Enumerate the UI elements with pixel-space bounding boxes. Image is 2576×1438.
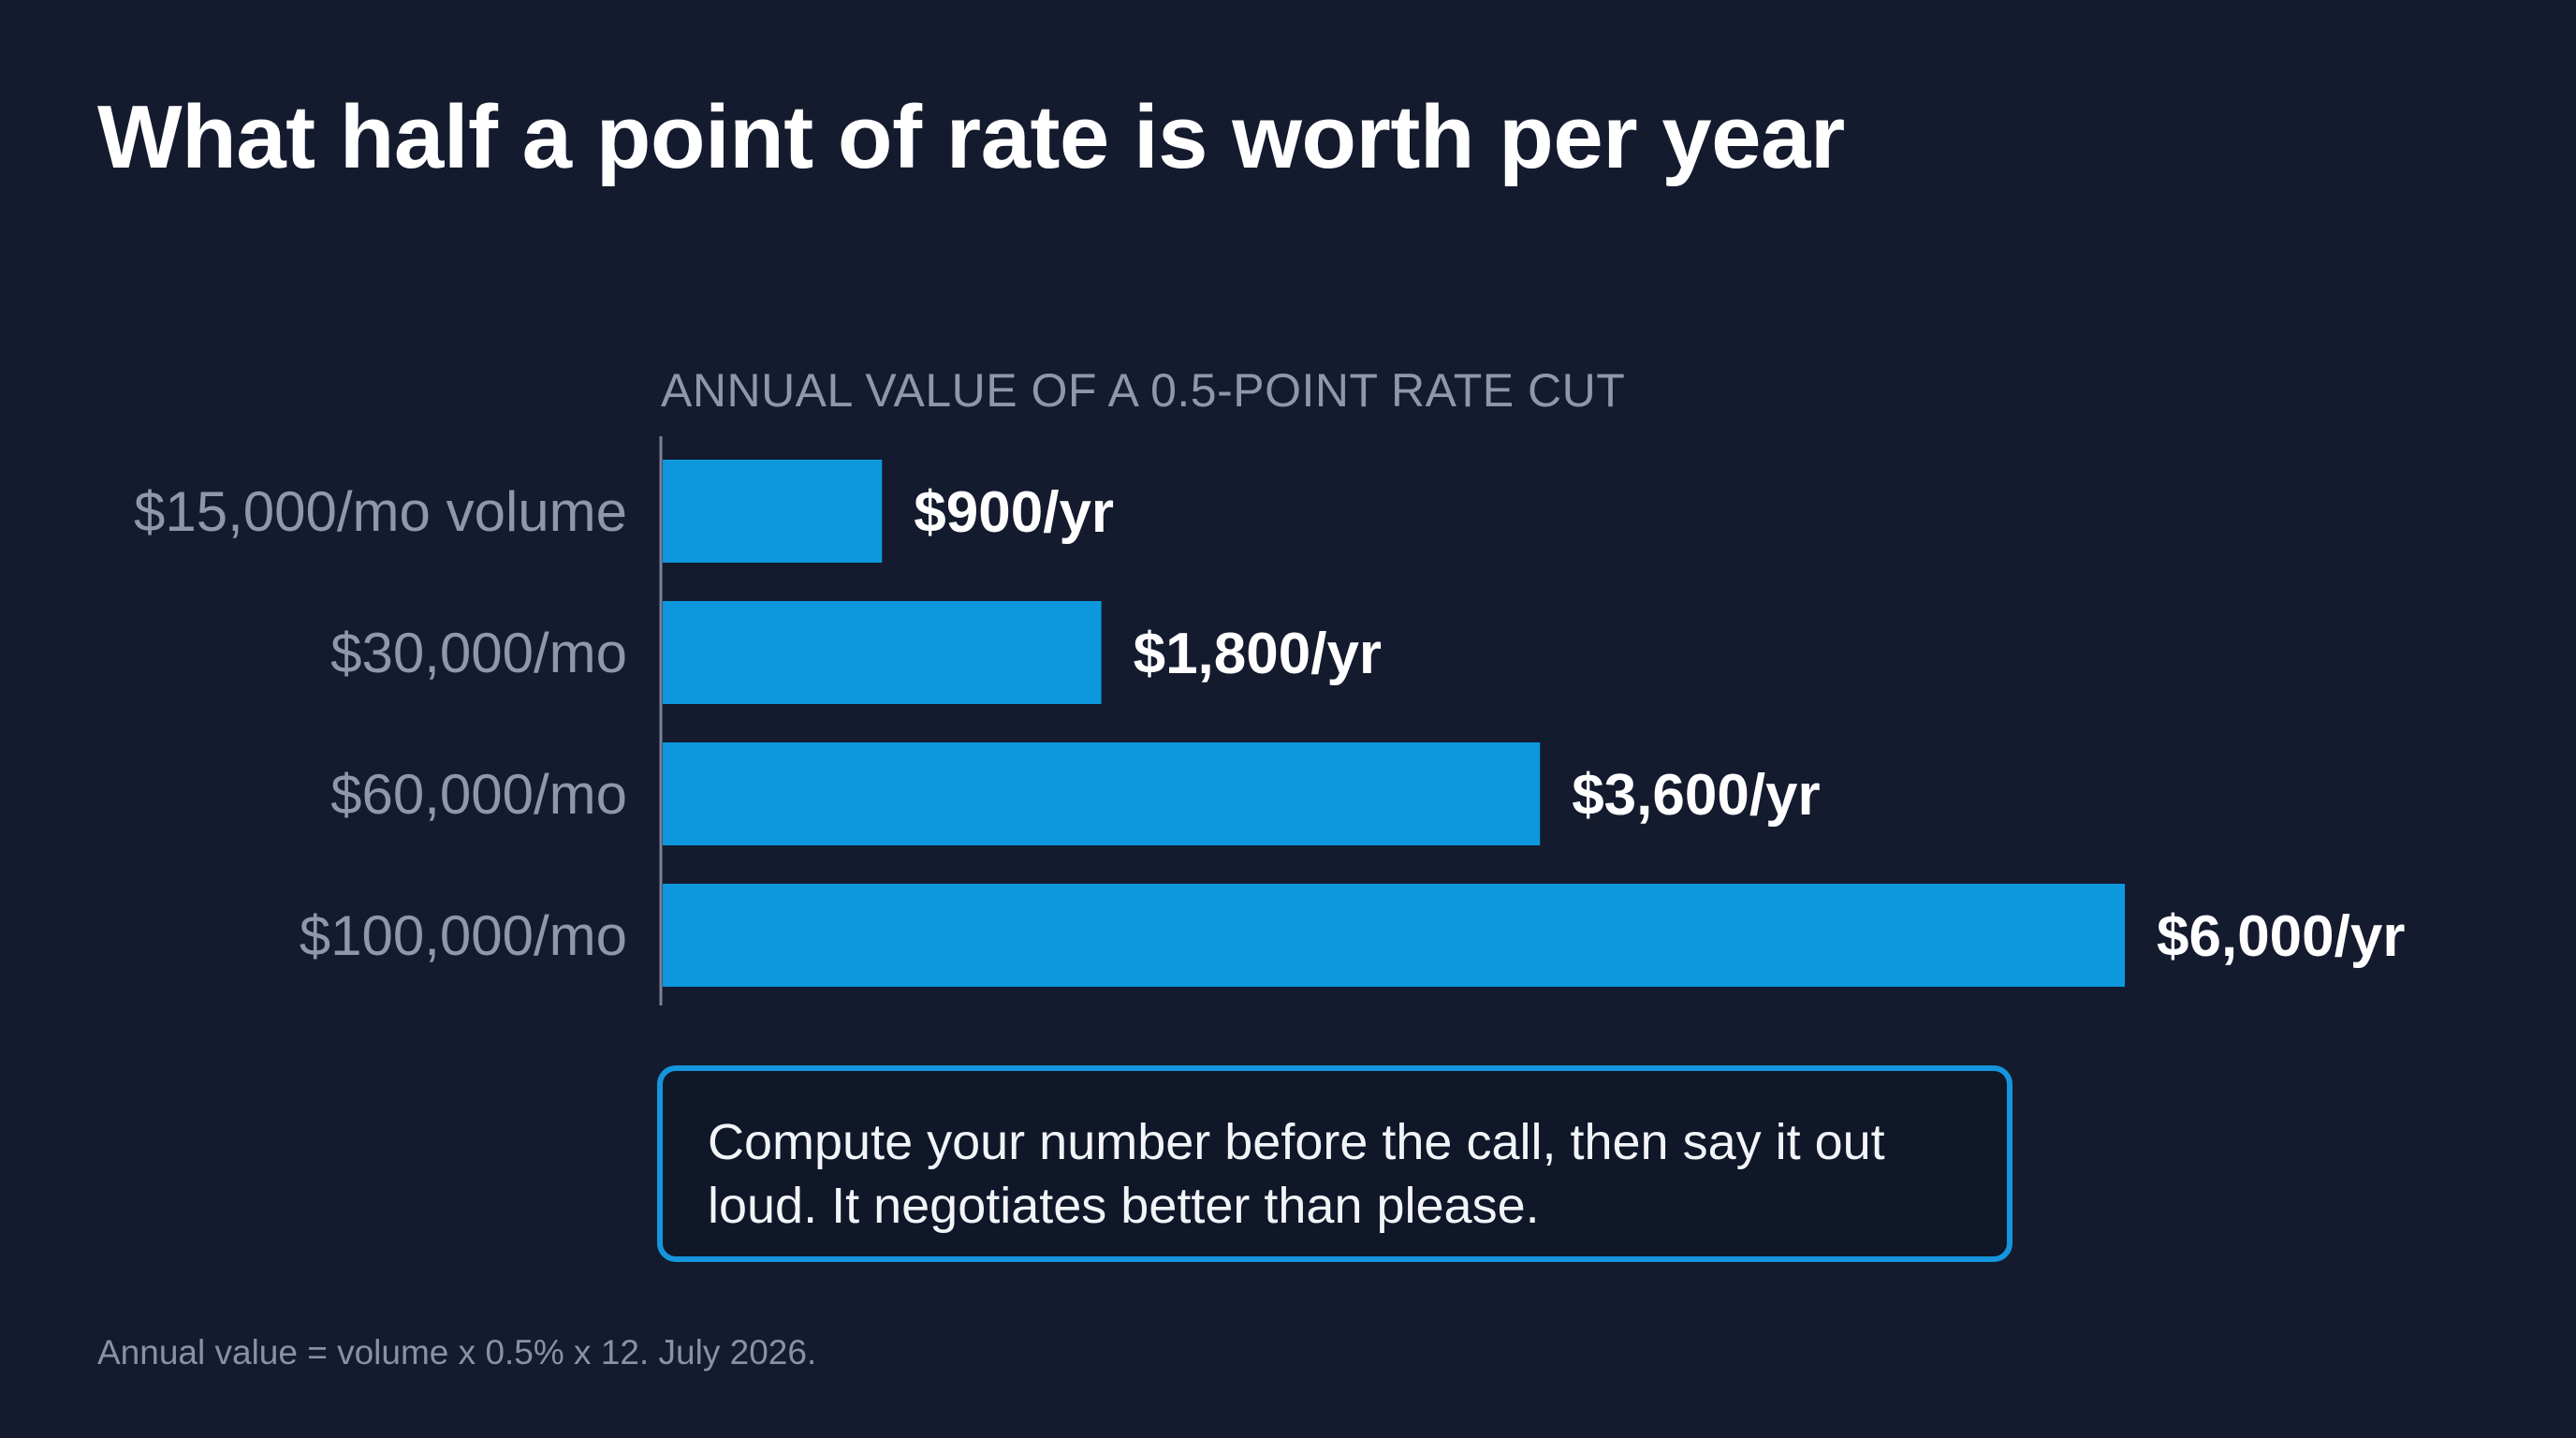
category-label-0: $15,000/mo volume <box>134 480 627 543</box>
bar-chart: ANNUAL VALUE OF A 0.5-POINT RATE CUT $15… <box>134 364 2405 1005</box>
value-label-3: $6,000/yr <box>2157 904 2405 969</box>
bar-3 <box>663 884 2125 987</box>
category-label-3: $100,000/mo <box>300 904 627 967</box>
bar-1 <box>663 601 1102 704</box>
value-label-1: $1,800/yr <box>1134 622 1382 686</box>
category-label-1: $30,000/mo <box>330 622 627 684</box>
bars-group: $15,000/mo volume $900/yr $30,000/mo $1,800… <box>134 460 2405 987</box>
bar-2 <box>663 742 1541 845</box>
value-label-0: $900/yr <box>914 480 1114 545</box>
callout-box: Compute your number before the call, the… <box>657 1065 2012 1262</box>
bar-0 <box>663 460 883 563</box>
footnote: Annual value = volume x 0.5% x 12. July … <box>97 1333 817 1372</box>
category-label-2: $60,000/mo <box>330 763 627 826</box>
callout-text: Compute your number before the call, the… <box>708 1114 1885 1234</box>
chart-title: ANNUAL VALUE OF A 0.5-POINT RATE CUT <box>661 364 1625 417</box>
value-label-2: $3,600/yr <box>1572 763 1820 828</box>
page-title: What half a point of rate is worth per y… <box>97 87 1845 187</box>
